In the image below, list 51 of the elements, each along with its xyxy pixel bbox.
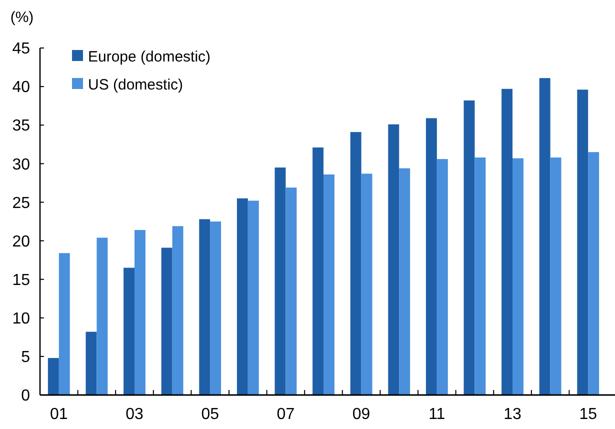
bar [124,268,134,395]
y-tick-label: 25 [12,194,30,212]
legend-label: US (domestic) [88,76,184,94]
y-tick-label: 10 [12,310,30,328]
bar [86,332,97,395]
bar [286,188,297,395]
bar [388,124,400,395]
bar [58,253,70,395]
x-tick-label: 09 [352,406,370,423]
bar [436,159,448,395]
x-tick-label: 15 [579,406,598,423]
bar [399,168,410,395]
bar [502,88,512,395]
x-tick-label: 01 [50,406,68,423]
bar [312,147,324,395]
bar [274,168,286,395]
y-tick-label: 15 [12,272,30,289]
bar [210,222,222,395]
y-tick-label: 45 [12,40,30,58]
bar [512,158,524,395]
bar [248,200,259,395]
bar [426,118,437,395]
y-tick-label: 30 [12,156,30,174]
y-axis-title: (%) [10,9,34,26]
bar [172,226,184,395]
y-tick-label: 5 [21,349,30,366]
y-tick-label: 0 [21,388,30,405]
bar [48,358,59,395]
x-tick-label: 13 [504,406,522,423]
y-tick-label: 35 [12,118,30,135]
bar [550,158,562,395]
bar [539,78,550,395]
y-tick-label: 40 [12,79,30,96]
bar [199,219,210,395]
bar [464,100,475,395]
legend-label: Europe (domestic) [88,48,211,66]
bar [324,174,334,395]
x-tick-label: 05 [201,406,220,423]
x-tick-label: 07 [276,406,295,423]
bar [96,238,108,395]
bar [361,174,372,395]
bar [577,90,588,395]
bar [588,152,600,395]
bar [134,230,146,395]
bar [350,132,362,395]
bar [236,198,248,395]
x-tick-label: 03 [126,406,144,423]
x-tick-label: 11 [428,406,446,423]
bar [474,158,486,395]
y-tick-label: 20 [12,233,30,250]
bar [161,248,172,395]
